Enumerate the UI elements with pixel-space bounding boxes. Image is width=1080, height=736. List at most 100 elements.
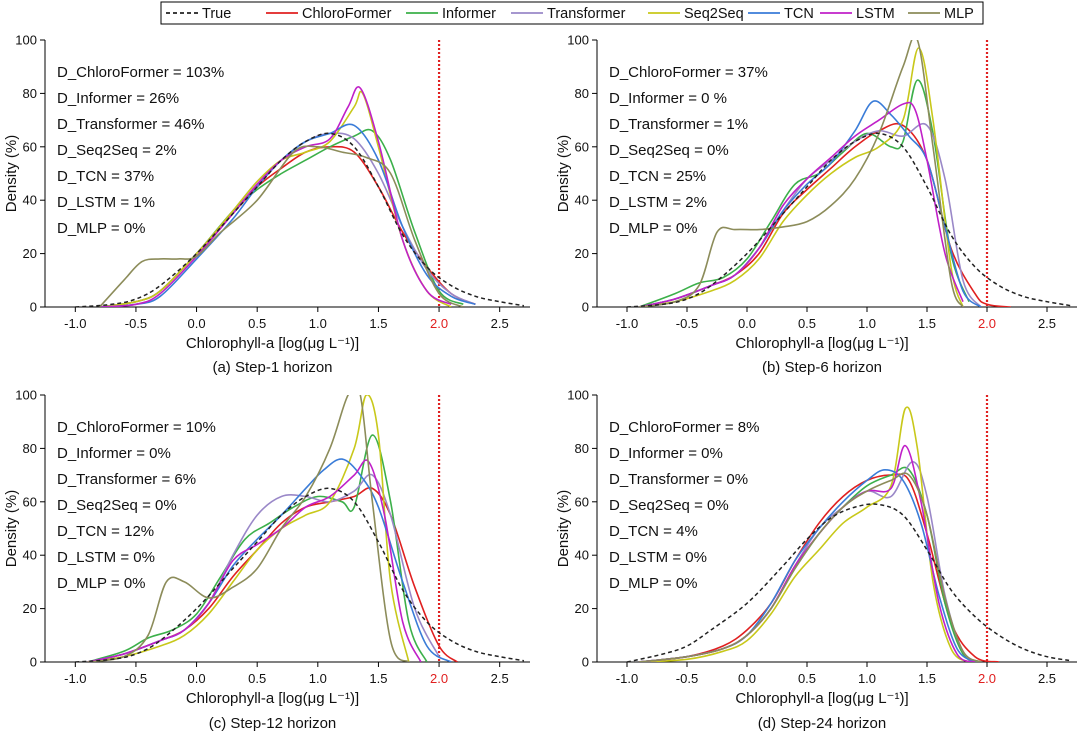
series-line-informer — [638, 79, 970, 307]
metric-annotation: D_Informer = 0% — [609, 445, 723, 462]
chart-panel-3: 0 20 40 60 80 100 -1.0 -0.5 0.0 0.5 1.0 1.5 2.0 2.5 Ch… — [3, 388, 530, 732]
series-line-true — [626, 132, 1072, 307]
metric-annotation: D_MLP = 0% — [57, 220, 146, 237]
y-tick-label: 20 — [23, 601, 37, 616]
x-tick-label: -1.0 — [64, 671, 86, 686]
y-tick-label: 0 — [582, 655, 589, 670]
x-tick-label: 0.0 — [738, 316, 756, 331]
metric-annotation: D_Seq2Seq = 0% — [609, 497, 729, 514]
metric-annotation: D_Transformer = 6% — [57, 471, 196, 488]
chart-panel-2: 0 20 40 60 80 100 -1.0 -0.5 0.0 0.5 1.0 1.5 2.0 2.5 Ch… — [555, 33, 1077, 376]
y-tick-label: 100 — [15, 33, 37, 48]
x-tick-label: -1.0 — [64, 316, 86, 331]
y-tick-label: 100 — [15, 388, 37, 403]
y-tick-label: 60 — [23, 139, 37, 154]
y-tick-label: 20 — [23, 246, 37, 261]
metric-annotation: D_LSTM = 0% — [609, 549, 707, 566]
metric-annotation: D_TCN = 37% — [57, 168, 154, 185]
y-tick-label: 40 — [575, 193, 589, 208]
x-tick-label: 1.0 — [309, 671, 327, 686]
y-axis-label: Density (%) — [555, 135, 572, 213]
y-tick-label: 20 — [575, 601, 589, 616]
metric-annotation: D_MLP = 0% — [609, 220, 698, 237]
metric-annotation: D_TCN = 4% — [609, 523, 698, 540]
series-line-seq2seq — [87, 395, 410, 662]
metric-annotation: D_LSTM = 1% — [57, 194, 155, 211]
legend-label: Transformer — [547, 6, 626, 22]
y-tick-label: 60 — [575, 139, 589, 154]
series-line-true — [626, 503, 1072, 662]
metric-annotation: D_Transformer = 1% — [609, 116, 748, 133]
y-tick-label: 100 — [567, 33, 589, 48]
legend-label: TCN — [784, 6, 814, 22]
series-line-true — [75, 132, 525, 307]
metric-annotation: D_LSTM = 2% — [609, 194, 707, 211]
x-tick-label: -0.5 — [676, 316, 698, 331]
y-tick-label: 80 — [23, 86, 37, 101]
x-tick-label: -1.0 — [616, 316, 638, 331]
legend-label: Informer — [442, 6, 496, 22]
series-line-lstm — [638, 101, 964, 307]
metric-annotation: D_MLP = 0% — [609, 575, 698, 592]
metric-annotation: D_TCN = 25% — [609, 168, 706, 185]
y-tick-label: 40 — [23, 193, 37, 208]
legend-label: ChloroFormer — [302, 6, 392, 22]
x-tick-label: 0.0 — [738, 671, 756, 686]
legend-item-lstm: LSTM — [820, 6, 895, 22]
metric-annotation: D_MLP = 0% — [57, 575, 146, 592]
y-axis-label: Density (%) — [555, 490, 572, 568]
legend: True ChloroFormer Informer Transformer Seq2S… — [160, 1, 984, 25]
y-tick-label: 60 — [23, 494, 37, 509]
x-tick-label: 2.5 — [1038, 671, 1056, 686]
metric-annotation: D_Seq2Seq = 0% — [57, 497, 177, 514]
legend-item-transformer: Transformer — [511, 6, 626, 22]
panel-caption: (d) Step-24 horizon — [758, 715, 886, 732]
y-tick-label: 60 — [575, 494, 589, 509]
series-line-informer — [87, 434, 428, 662]
y-tick-label: 20 — [575, 246, 589, 261]
x-tick-label: 1.0 — [309, 316, 327, 331]
y-tick-label: 80 — [575, 441, 589, 456]
chart-panel-1: 0 20 40 60 80 100 -1.0 -0.5 0.0 0.5 1.0 1.5 2.0 2.5 Ch… — [3, 33, 530, 376]
x-tick-label: 1.5 — [369, 316, 387, 331]
x-axis-label: Chlorophyll-a [log(μg L⁻¹)] — [735, 335, 908, 352]
legend-item-chloroformer: ChloroFormer — [266, 6, 392, 22]
series-group — [75, 395, 525, 662]
metric-annotation: D_Informer = 0% — [57, 445, 171, 462]
legend-box — [160, 1, 984, 25]
y-axis-label: Density (%) — [3, 490, 20, 568]
x-tick-label: 0.5 — [248, 671, 266, 686]
x-tick-label: 1.5 — [918, 671, 936, 686]
legend-item-true: True — [166, 6, 231, 22]
legend-label: MLP — [944, 6, 974, 22]
panel-caption: (a) Step-1 horizon — [212, 359, 332, 376]
threshold-tick-label: 2.0 — [978, 671, 996, 686]
x-tick-label: 1.5 — [369, 671, 387, 686]
x-axis-label: Chlorophyll-a [log(μg L⁻¹)] — [735, 690, 908, 707]
series-group — [626, 40, 1072, 307]
y-tick-label: 0 — [582, 300, 589, 315]
x-tick-label: -0.5 — [676, 671, 698, 686]
x-tick-label: 0.5 — [248, 316, 266, 331]
y-tick-label: 40 — [23, 548, 37, 563]
x-tick-label: 2.5 — [491, 671, 509, 686]
series-line-mlp — [87, 395, 410, 662]
metric-annotation: D_Seq2Seq = 0% — [609, 142, 729, 159]
y-tick-label: 100 — [567, 388, 589, 403]
y-tick-label: 40 — [575, 548, 589, 563]
metric-annotation: D_ChloroFormer = 10% — [57, 419, 216, 436]
metric-annotation: D_ChloroFormer = 37% — [609, 64, 768, 81]
y-tick-label: 80 — [575, 86, 589, 101]
series-line-seq2seq — [638, 47, 964, 307]
metric-annotation: D_Transformer = 46% — [57, 116, 204, 133]
y-tick-label: 0 — [30, 300, 37, 315]
threshold-tick-label: 2.0 — [978, 316, 996, 331]
legend-item-seq2seq: Seq2Seq — [648, 6, 744, 22]
series-line-mlp — [99, 145, 464, 307]
legend-item-mlp: MLP — [908, 6, 974, 22]
series-line-mlp — [638, 40, 964, 307]
panel-caption: (b) Step-6 horizon — [762, 359, 882, 376]
x-tick-label: 0.5 — [798, 316, 816, 331]
x-tick-label: 0.5 — [798, 671, 816, 686]
x-tick-label: -0.5 — [125, 316, 147, 331]
